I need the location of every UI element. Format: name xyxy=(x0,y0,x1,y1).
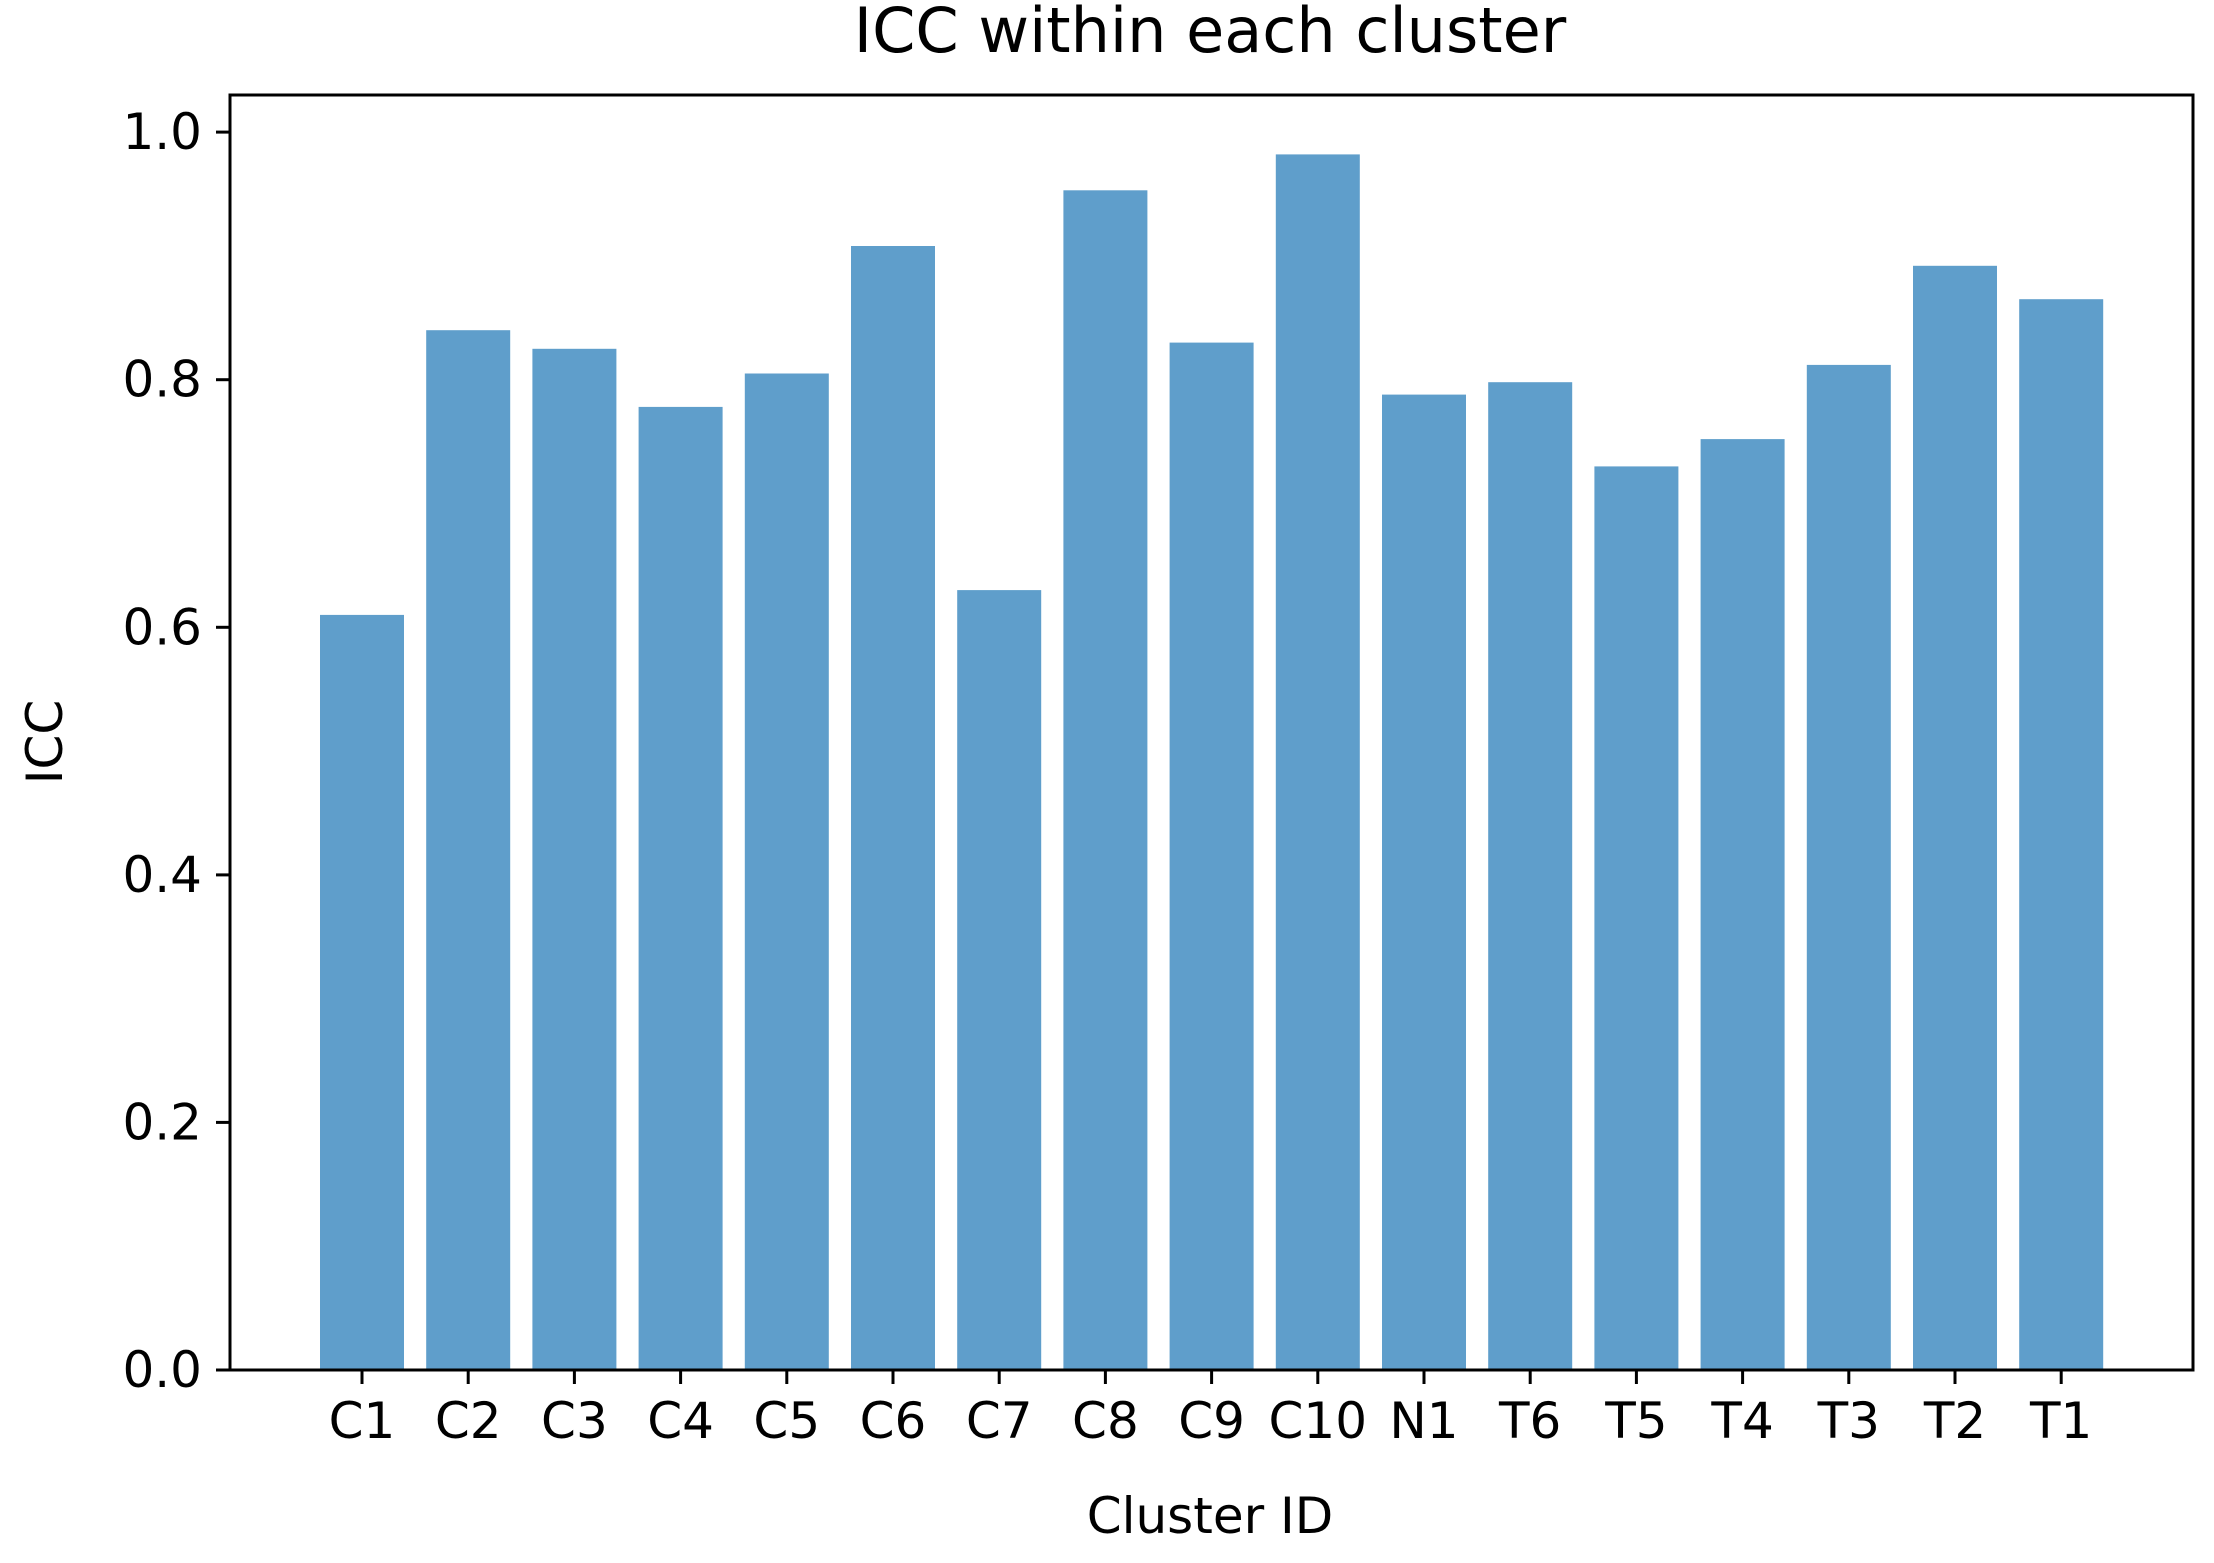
y-tick-label: 0.4 xyxy=(122,846,202,904)
bar-t5 xyxy=(1594,466,1679,1370)
x-tick-label-c1: C1 xyxy=(329,1392,396,1450)
chart-title: ICC within each cluster xyxy=(854,0,1567,67)
bar-t1 xyxy=(2019,299,2104,1371)
x-tick-label-n1: N1 xyxy=(1389,1392,1458,1450)
x-axis-label: Cluster ID xyxy=(1087,1487,1334,1545)
x-axis: C1 C2 C3 C4 C5 C6 C7 C8 C9 C10 N1 T6 T5 T4 T3 T2 T1 xyxy=(329,1370,2092,1450)
plot-area xyxy=(320,154,2104,1371)
bar-t3 xyxy=(1806,364,1891,1370)
bar-c10 xyxy=(1275,154,1360,1370)
bar-n1 xyxy=(1382,394,1466,1371)
bar-c1 xyxy=(320,614,404,1370)
y-tick-label: 1.0 xyxy=(122,103,202,161)
bar-t6 xyxy=(1488,382,1573,1370)
bar-c2 xyxy=(426,330,511,1371)
x-tick-label-c5: C5 xyxy=(753,1392,820,1450)
bar-c7 xyxy=(957,590,1042,1370)
x-tick-label-c7: C7 xyxy=(966,1392,1033,1450)
x-tick-label-c4: C4 xyxy=(647,1392,714,1450)
y-tick-label: 0.0 xyxy=(122,1341,202,1399)
bar-c8 xyxy=(1063,190,1148,1370)
x-tick-label-c2: C2 xyxy=(435,1392,502,1450)
plot-frame xyxy=(228,93,2195,1372)
y-tick-label: 0.6 xyxy=(122,598,202,656)
y-axis: 0.0 0.2 0.4 0.6 0.8 1.0 xyxy=(122,103,230,1399)
y-tick-label: 0.8 xyxy=(122,351,202,409)
bar-c4 xyxy=(638,406,723,1370)
x-tick-label-c9: C9 xyxy=(1178,1392,1245,1450)
x-tick-label-c6: C6 xyxy=(860,1392,927,1450)
y-axis-label: ICC xyxy=(16,700,74,785)
x-tick-label-t5: T5 xyxy=(1604,1392,1667,1450)
y-tick-label: 0.2 xyxy=(122,1093,202,1151)
x-tick-label-t6: T6 xyxy=(1498,1392,1561,1450)
bar-t4 xyxy=(1700,439,1785,1371)
x-tick-label-c8: C8 xyxy=(1072,1392,1139,1450)
bar-c9 xyxy=(1169,342,1254,1371)
x-tick-label-t3: T3 xyxy=(1817,1392,1880,1450)
x-tick-label-c10: C10 xyxy=(1269,1392,1368,1450)
x-tick-label-c3: C3 xyxy=(541,1392,608,1450)
bar-c5 xyxy=(744,373,829,1370)
x-tick-label-t2: T2 xyxy=(1923,1392,1986,1450)
bar-t2 xyxy=(1913,265,1997,1370)
x-tick-label-t1: T1 xyxy=(2029,1392,2092,1450)
bar-c6 xyxy=(851,246,935,1370)
x-tick-label-t4: T4 xyxy=(1710,1392,1773,1450)
bar-c3 xyxy=(532,348,617,1370)
